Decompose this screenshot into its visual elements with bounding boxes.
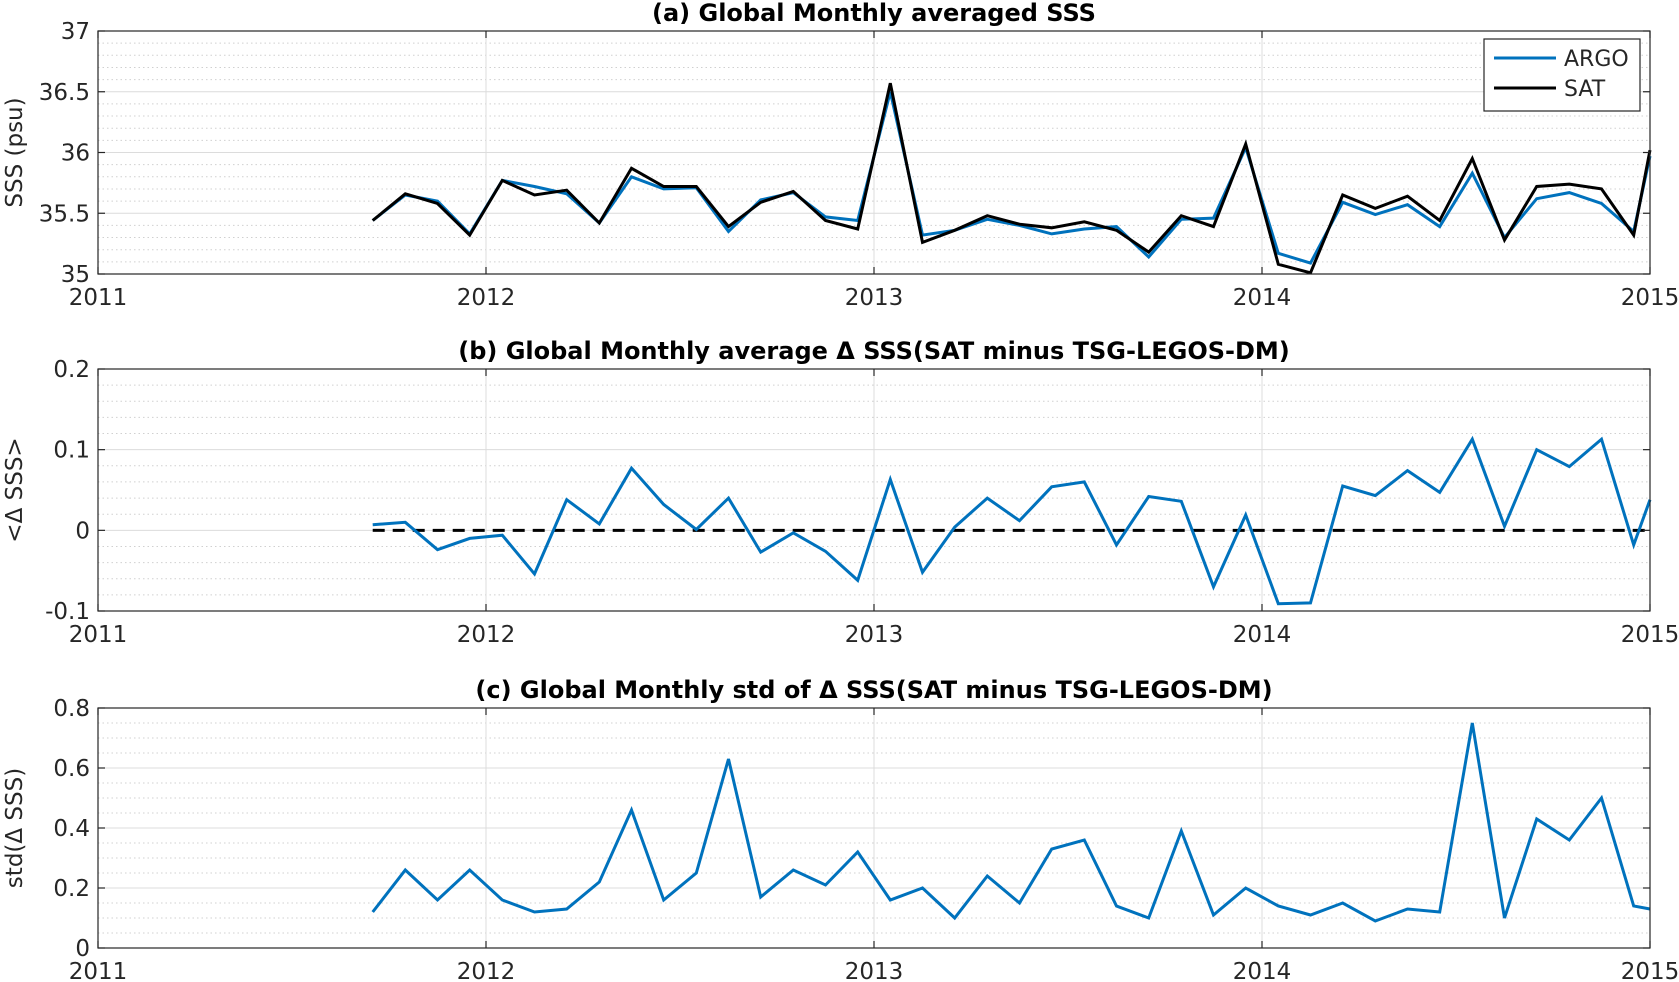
panel-a-global-monthly-averaged-sss: 35 35.5 36 36.5 37 2011 2012 2013 2014 2015 (a) Gl… (2, 0, 1679, 311)
chart-title: (b) Global Monthly average Δ SSS(SAT min… (458, 337, 1290, 365)
legend-label-argo: ARGO (1564, 47, 1629, 72)
legend: ARGO SAT (1483, 38, 1641, 112)
x-tick-label: 2013 (845, 959, 904, 982)
y-tick-label: 36 (61, 141, 90, 167)
legend-box (1483, 38, 1641, 112)
x-tick-label: 2015 (1621, 285, 1679, 311)
y-axis-label: SSS (psu) (2, 97, 28, 207)
x-tick-label: 2013 (845, 285, 904, 311)
x-tick-label: 2011 (69, 622, 128, 648)
series-0-line (372, 435, 1652, 606)
x-tick-label: 2013 (845, 622, 904, 648)
legend-label-sat: SAT (1564, 77, 1606, 102)
x-tick-label: 2015 (1621, 622, 1679, 648)
chart-title: (c) Global Monthly std of Δ SSS(SAT minu… (475, 676, 1272, 704)
y-axis-label: std(Δ SSS) (2, 768, 28, 888)
y-tick-label: 35 (61, 262, 90, 288)
y-axis-label: <Δ SSS> (2, 437, 28, 542)
panel-b-global-monthly-average-delta-sss: -0.1 0 0.1 0.2 2011 2012 2013 2014 2015 (b) Globa… (2, 337, 1679, 648)
x-tick-label: 2015 (1621, 959, 1679, 982)
y-tick-label: 0 (75, 936, 90, 962)
y-tick-label: 0.4 (53, 816, 90, 842)
x-tick-label: 2012 (457, 959, 516, 982)
y-tick-label: 0.6 (53, 756, 90, 782)
y-tick-label: 0.2 (53, 876, 90, 902)
y-tick-label: 37 (61, 19, 90, 45)
y-tick-label: 35.5 (39, 201, 90, 227)
x-tick-label: 2012 (457, 285, 516, 311)
x-tick-label: 2014 (1233, 285, 1292, 311)
y-tick-label: 0 (75, 518, 90, 544)
x-tick-label: 2014 (1233, 622, 1292, 648)
y-tick-label: 36.5 (39, 80, 90, 106)
y-tick-label: 0.2 (53, 357, 90, 383)
x-tick-label: 2011 (69, 959, 128, 982)
chart-title: (a) Global Monthly averaged SSS (652, 0, 1096, 27)
series-0-line (371, 722, 1651, 923)
panel-c-global-monthly-std-delta-sss: 0 0.2 0.4 0.6 0.8 2011 2012 2013 2014 2015 (c) Glo… (2, 676, 1679, 982)
sat-line (371, 82, 1652, 275)
x-tick-label: 2011 (69, 285, 128, 311)
y-tick-label: -0.1 (45, 599, 90, 625)
y-tick-label: 0.1 (53, 438, 90, 464)
y-tick-label: 0.8 (53, 696, 90, 722)
x-tick-label: 2012 (457, 622, 516, 648)
x-tick-label: 2014 (1233, 959, 1292, 982)
